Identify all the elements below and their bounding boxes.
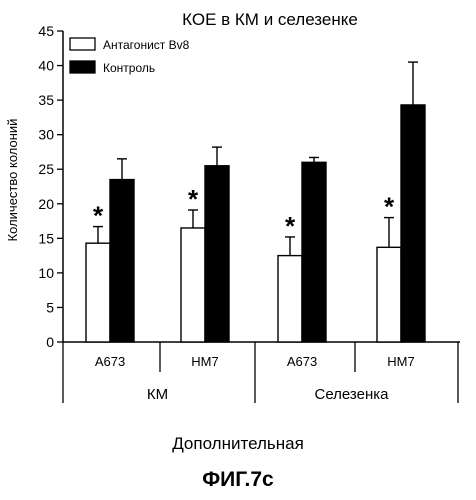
bar-control bbox=[204, 165, 230, 343]
y-tick-label: 0 bbox=[46, 334, 54, 350]
significance-marker: * bbox=[188, 184, 199, 214]
bar-control bbox=[301, 161, 327, 343]
y-tick-label: 45 bbox=[38, 23, 54, 39]
significance-marker: * bbox=[93, 201, 104, 231]
legend: Антагонист Bv8 Контроль bbox=[69, 37, 190, 75]
y-tick-label: 15 bbox=[38, 230, 54, 246]
y-tick-label: 10 bbox=[38, 265, 54, 281]
x-group-label: КМ bbox=[147, 386, 168, 403]
x-category-label: A673 bbox=[95, 354, 125, 369]
x-category-label: HM7 bbox=[387, 354, 414, 369]
y-tick-label: 20 bbox=[38, 196, 54, 212]
significance-marker: * bbox=[285, 211, 296, 241]
bar-antagonist bbox=[85, 242, 111, 343]
bar-antagonist bbox=[180, 227, 206, 343]
x-category-label: A673 bbox=[287, 354, 317, 369]
chart: КОЕ в КМ и селезенке Количество колоний … bbox=[5, 10, 460, 403]
significance-marker: * bbox=[384, 192, 395, 222]
x-group-label: Селезенка bbox=[314, 386, 389, 403]
legend-label: Контроль bbox=[103, 61, 155, 75]
chart-title: КОЕ в КМ и селезенке bbox=[182, 10, 358, 29]
x-category-label: HM7 bbox=[191, 354, 218, 369]
figure-label: ФИГ.7с bbox=[202, 468, 274, 491]
legend-swatch-control bbox=[69, 60, 96, 74]
legend-label: Антагонист Bv8 bbox=[103, 38, 190, 52]
y-tick-label: 35 bbox=[38, 92, 54, 108]
bar-antagonist bbox=[277, 254, 303, 343]
bar-control bbox=[400, 104, 426, 343]
y-tick-label: 40 bbox=[38, 58, 54, 74]
y-tick-label: 30 bbox=[38, 127, 54, 143]
plot-area: 0 5 10 15 20 25 30 35 40 45 A673 HM7 A673 HM7 КМ Селезе… bbox=[38, 23, 460, 403]
y-axis-label: Количество колоний bbox=[5, 119, 20, 242]
figure-caption: Дополнительная bbox=[172, 434, 304, 453]
y-tick-label: 25 bbox=[38, 161, 54, 177]
bar-control bbox=[109, 178, 135, 343]
bar-antagonist bbox=[376, 246, 402, 343]
legend-swatch-antagonist bbox=[69, 37, 96, 51]
y-tick-label: 5 bbox=[46, 299, 54, 315]
